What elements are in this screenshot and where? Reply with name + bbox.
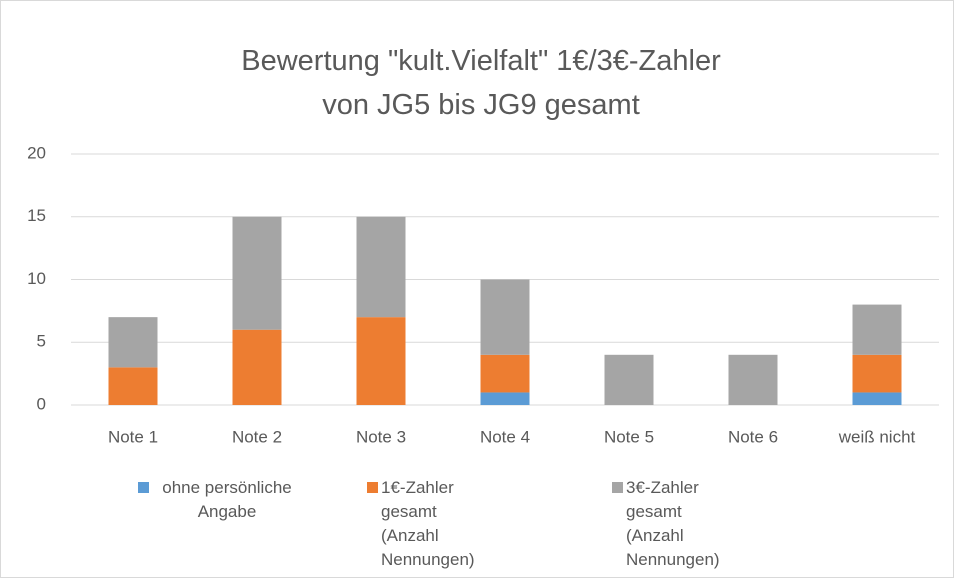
x-tick-label: Note 5 [604, 427, 654, 446]
bar [852, 392, 902, 405]
bar [108, 367, 158, 405]
legend-swatch [612, 482, 623, 493]
bar [728, 354, 778, 405]
bar [852, 354, 902, 393]
y-tick-label: 20 [27, 143, 46, 162]
bar [480, 354, 530, 393]
bar [232, 329, 282, 405]
legend-swatch [138, 482, 149, 493]
legend-label: ohne persönliche Angabe [162, 478, 292, 521]
bar [356, 216, 406, 318]
bar [108, 317, 158, 368]
x-tick-label: Note 6 [728, 427, 778, 446]
x-tick-label: Note 1 [108, 427, 158, 446]
bar [356, 317, 406, 405]
legend-swatch [367, 482, 378, 493]
legend-label: 3€-Zahler gesamt (Anzahl Nennungen) [626, 478, 720, 569]
bar [232, 216, 282, 330]
bar [480, 392, 530, 405]
x-tick-label: Note 4 [480, 427, 530, 446]
chart-title: Bewertung "kult.Vielfalt" 1€/3€-Zahler v… [241, 45, 721, 121]
bar [480, 279, 530, 355]
x-tick-label: Note 3 [356, 427, 406, 446]
y-tick-label: 15 [27, 206, 46, 225]
bar [604, 354, 654, 405]
y-tick-label: 5 [37, 332, 46, 351]
y-tick-label: 10 [27, 269, 46, 288]
x-tick-label: Note 2 [232, 427, 282, 446]
y-tick-label: 0 [37, 394, 46, 413]
x-tick-label: weiß nicht [838, 427, 916, 446]
bar [852, 304, 902, 355]
legend-label: 1€-Zahler gesamt (Anzahl Nennungen) [381, 478, 475, 569]
